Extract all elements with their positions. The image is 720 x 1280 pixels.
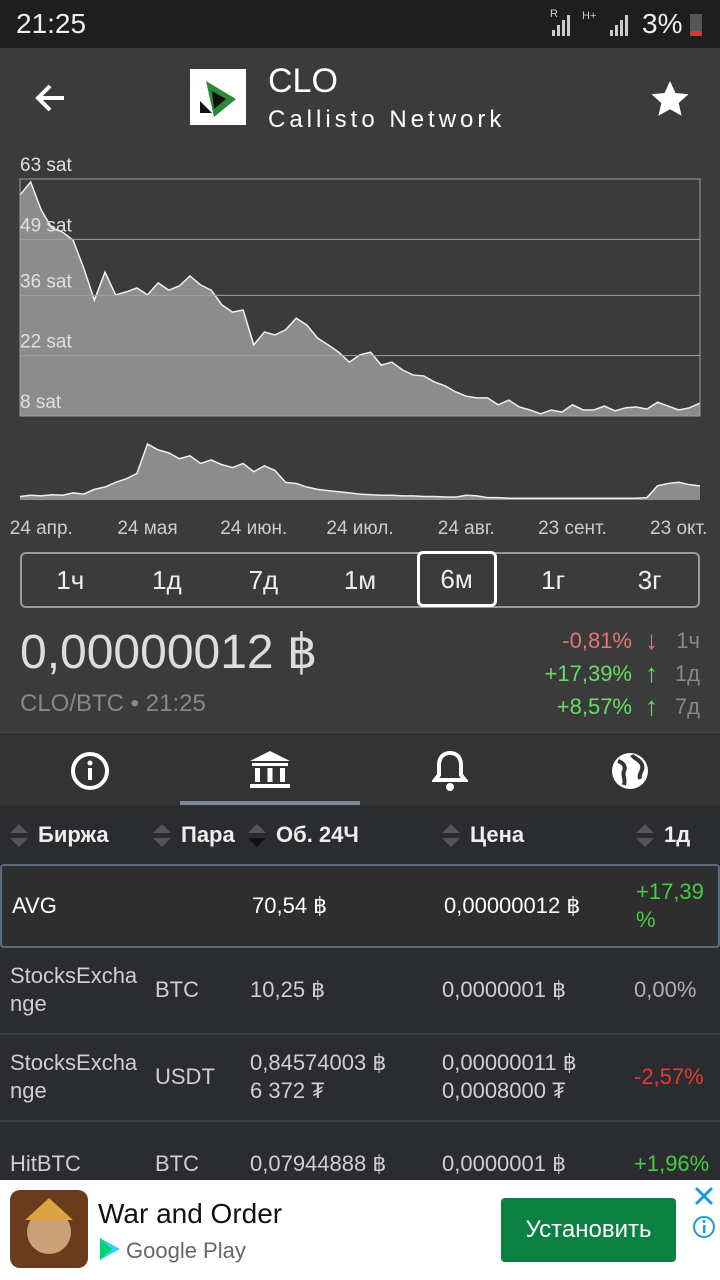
ad-close[interactable] xyxy=(690,1184,718,1244)
change-arrow: ↑ xyxy=(645,658,658,688)
ad-store: Google Play xyxy=(126,1238,246,1263)
sort-arrows xyxy=(248,824,266,847)
table-row[interactable]: StocksExchange BTC 10,25 ฿ 0,0000001 ฿ 0,00% xyxy=(0,948,720,1035)
tab-bar xyxy=(0,734,720,806)
coin-name: Callisto Network xyxy=(268,106,506,133)
period-button[interactable]: 1ч xyxy=(56,565,85,595)
area-fill xyxy=(20,444,700,500)
exchange-name: StocksExchange xyxy=(10,1049,138,1103)
period-button[interactable]: 1м xyxy=(343,565,377,595)
price: 0,0000001 ฿ xyxy=(442,1150,567,1176)
period-button[interactable]: 3г xyxy=(637,565,662,595)
exchange-name: HitBTC xyxy=(10,1150,81,1176)
change-value: -0,81% xyxy=(562,628,632,653)
sort-arrows xyxy=(10,824,28,847)
period-selector: 1ч 1д 7д 1м 6м 1г 3г xyxy=(20,551,700,608)
price-pair: CLO/BTC • 21:25 xyxy=(20,690,206,717)
clock: 21:25 xyxy=(16,8,87,39)
pair: BTC xyxy=(155,1150,199,1176)
x-tick-label: 24 авг. xyxy=(438,518,495,539)
period-button[interactable]: 1д xyxy=(152,565,182,595)
y-tick-label: 36 sat xyxy=(20,271,72,292)
x-tick-label: 24 июл. xyxy=(326,518,393,539)
exchange-name: AVG xyxy=(12,893,57,918)
x-tick-label: 24 апр. xyxy=(10,518,73,539)
pair: USDT xyxy=(155,1063,215,1089)
back-button[interactable] xyxy=(32,80,68,116)
area-fill xyxy=(20,182,700,416)
change-value: +8,57% xyxy=(556,694,632,719)
change: +1,96% xyxy=(634,1150,710,1176)
change-period: 1ч xyxy=(676,628,700,653)
exchange-name: StocksExchange xyxy=(10,962,138,1016)
period-button[interactable]: 7д xyxy=(248,565,279,595)
change-value: +17,39% xyxy=(544,661,632,686)
change-arrow: ↑ xyxy=(645,691,658,721)
status-bar: 21:25 R H+ 3% xyxy=(0,0,720,48)
price: 0,0000001 ฿ xyxy=(442,976,567,1002)
volume: 10,25 ฿ xyxy=(250,976,326,1002)
volume: 70,54 ฿ xyxy=(252,893,328,918)
play-icon xyxy=(100,1238,120,1260)
area-line xyxy=(19,442,701,499)
change: +17,39 % xyxy=(636,879,704,932)
y-tick-label: 8 sat xyxy=(20,392,62,413)
table-row[interactable]: HitBTC BTC 0,07944888 ฿ 0,0000001 ฿ +1,96% xyxy=(0,1122,720,1180)
sort-arrows xyxy=(153,824,171,847)
install-button[interactable]: Установить xyxy=(501,1198,676,1262)
price: 0,00000011 ฿ xyxy=(442,1049,577,1075)
price: 0,00000012 ฿ xyxy=(444,893,581,918)
signal-icons xyxy=(552,15,628,36)
volume: 6 372 ₮ xyxy=(250,1077,325,1103)
y-tick-label: 63 sat xyxy=(20,155,72,176)
x-tick-label: 23 окт. xyxy=(650,518,707,539)
table-row[interactable]: StocksExchange USDT 0,84574003 ฿ 6 372 ₮ 0,0… xyxy=(0,1035,720,1122)
sort-arrows xyxy=(636,824,654,847)
tab-indicator xyxy=(180,801,360,805)
battery-icon xyxy=(690,14,702,36)
network-label: H+ xyxy=(582,10,597,22)
x-tick-label: 23 сент. xyxy=(538,518,607,539)
price-chart: 63 sat 49 sat 36 sat 22 sat 8 sat 24 апр. 24 м… xyxy=(10,155,708,539)
change: 0,00% xyxy=(634,976,697,1002)
table-row[interactable]: AVG 70,54 ฿ 0,00000012 ฿ +17,39 % xyxy=(0,864,720,948)
battery-level: 3% xyxy=(642,8,683,39)
coin-logo xyxy=(190,69,246,125)
sort-arrows xyxy=(442,824,460,847)
favorite-button[interactable] xyxy=(650,80,690,118)
column-header[interactable]: Цена xyxy=(470,822,525,847)
column-header[interactable]: 1д xyxy=(664,822,691,847)
ad-banner[interactable]: War and Order Google Play Установить xyxy=(0,1180,720,1280)
exchanges-table: Биржа Пара Об. 24Ч Цена 1д AVG 70,54 ฿ 0,000000… xyxy=(0,806,720,1180)
ad-title: War and Order xyxy=(98,1198,283,1229)
info-tab[interactable] xyxy=(70,751,110,791)
price-value: 0,00000012 ฿ xyxy=(20,626,318,679)
x-tick-label: 24 мая xyxy=(117,518,177,539)
x-tick-label: 24 июн. xyxy=(220,518,287,539)
coin-symbol: CLO xyxy=(268,62,338,100)
ad-icon xyxy=(10,1190,88,1268)
column-header[interactable]: Пара xyxy=(181,822,235,847)
y-tick-label: 49 sat xyxy=(20,215,72,236)
area-line xyxy=(19,180,701,415)
period-button[interactable]: 1г xyxy=(541,565,566,595)
network-label: R xyxy=(550,8,558,20)
period-button[interactable]: 6м xyxy=(416,551,497,607)
change: -2,57% xyxy=(634,1063,704,1089)
alerts-tab[interactable] xyxy=(432,749,468,793)
price: 0,0008000 ₮ xyxy=(442,1077,566,1103)
volume: 0,84574003 ฿ xyxy=(250,1049,387,1075)
pair: BTC xyxy=(155,976,199,1002)
volume: 0,07944888 ฿ xyxy=(250,1150,387,1176)
table-header: Биржа Пара Об. 24Ч Цена 1д xyxy=(0,806,720,864)
change-period: 1д xyxy=(674,661,700,686)
column-header[interactable]: Биржа xyxy=(38,822,109,847)
y-tick-label: 22 sat xyxy=(20,332,72,353)
change-period: 7д xyxy=(674,694,700,719)
change-arrow: ↓ xyxy=(645,625,658,655)
column-header[interactable]: Об. 24Ч xyxy=(276,822,359,847)
web-tab[interactable] xyxy=(610,751,650,791)
exchanges-tab[interactable] xyxy=(248,749,292,791)
